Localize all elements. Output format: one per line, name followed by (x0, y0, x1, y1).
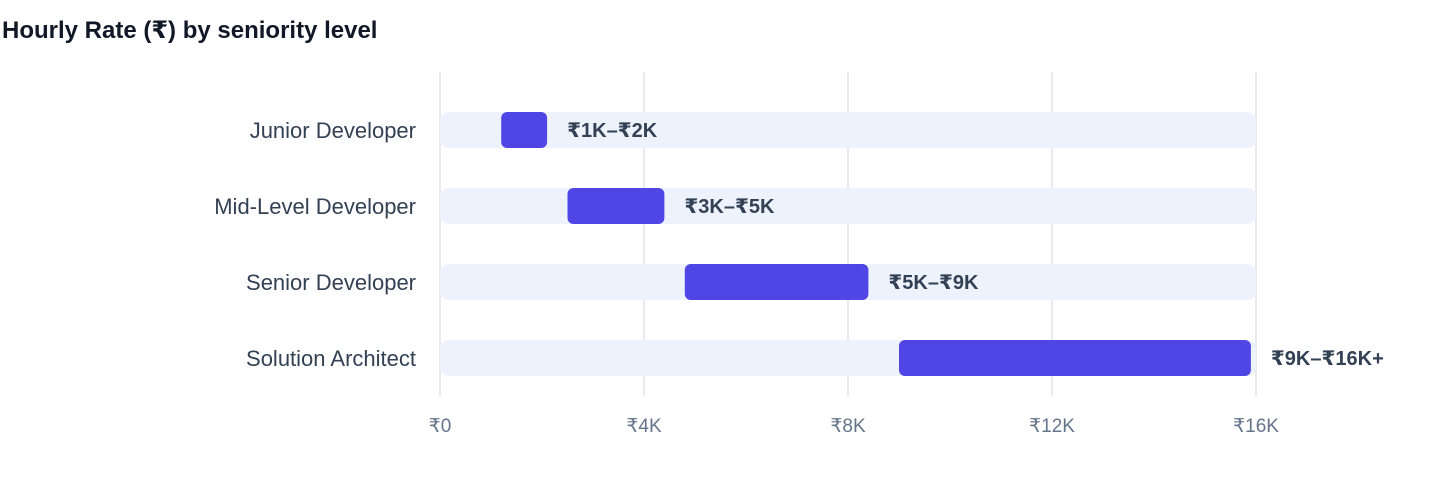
category-label: Junior Developer (250, 118, 416, 143)
range-label: ₹3K–₹5K (684, 196, 775, 218)
x-tick-label: ₹0 (429, 416, 452, 437)
x-tick-label: ₹12K (1029, 416, 1075, 437)
x-tick-labels: ₹0 ₹4K ₹8K ₹12K ₹16K (429, 416, 1280, 437)
range-bar[interactable] (899, 340, 1251, 376)
category-label: Solution Architect (246, 346, 416, 371)
chart-title: Hourly Rate (₹) by seniority level (2, 17, 378, 44)
range-bars (501, 112, 1251, 376)
category-labels: Junior Developer Mid-Level Developer Senio… (214, 118, 416, 371)
bar-track (440, 188, 1256, 224)
range-bar[interactable] (501, 112, 548, 148)
category-label: Mid-Level Developer (214, 194, 416, 219)
x-tick-label: ₹16K (1233, 416, 1279, 437)
range-bar[interactable] (567, 188, 665, 224)
range-labels: ₹1K–₹2K ₹3K–₹5K ₹5K–₹9K ₹9K–₹16K+ (567, 120, 1384, 370)
range-bar[interactable] (684, 264, 869, 300)
range-label: ₹1K–₹2K (567, 120, 658, 142)
category-label: Senior Developer (246, 270, 416, 295)
bar-track (440, 112, 1256, 148)
x-tick-label: ₹8K (830, 416, 866, 437)
range-label: ₹9K–₹16K+ (1271, 348, 1384, 370)
range-label: ₹5K–₹9K (888, 272, 979, 294)
x-tick-label: ₹4K (626, 416, 662, 437)
